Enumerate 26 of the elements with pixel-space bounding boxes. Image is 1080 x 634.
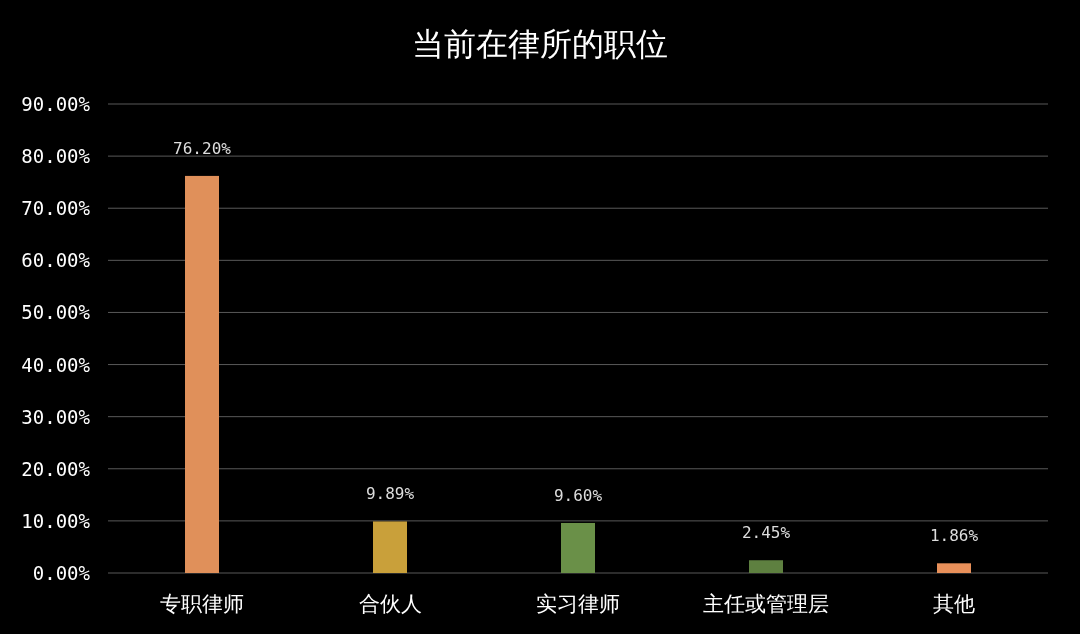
data-label: 76.20% [173, 138, 232, 158]
bar [561, 522, 595, 573]
data-label: 2.45% [741, 523, 791, 543]
y-tick-label: 40.00% [21, 353, 91, 376]
x-tick-label: 合伙人 [358, 592, 422, 616]
data-label: 1.86% [929, 526, 979, 546]
y-tick-label: 20.00% [21, 457, 91, 480]
bar [937, 563, 971, 573]
y-tick-label: 0.00% [32, 562, 91, 584]
bar [185, 175, 219, 573]
y-tick-label: 60.00% [21, 249, 91, 272]
x-tick-label: 专职律师 [160, 592, 244, 616]
x-tick-label: 其他 [933, 592, 975, 616]
y-tick-label: 50.00% [21, 301, 91, 324]
y-tick-label: 80.00% [21, 145, 91, 168]
bar [373, 521, 407, 573]
data-label: 9.60% [553, 485, 603, 505]
bar [749, 560, 783, 573]
x-tick-label: 实习律师 [536, 592, 620, 616]
y-tick-label: 30.00% [21, 405, 91, 428]
data-label: 9.89% [365, 484, 415, 504]
x-tick-label: 主任或管理层 [703, 592, 829, 616]
chart-title: 当前在律所的职位 [412, 25, 668, 63]
y-tick-label: 90.00% [21, 93, 91, 115]
y-tick-label: 70.00% [21, 197, 91, 220]
y-tick-label: 10.00% [21, 509, 91, 532]
